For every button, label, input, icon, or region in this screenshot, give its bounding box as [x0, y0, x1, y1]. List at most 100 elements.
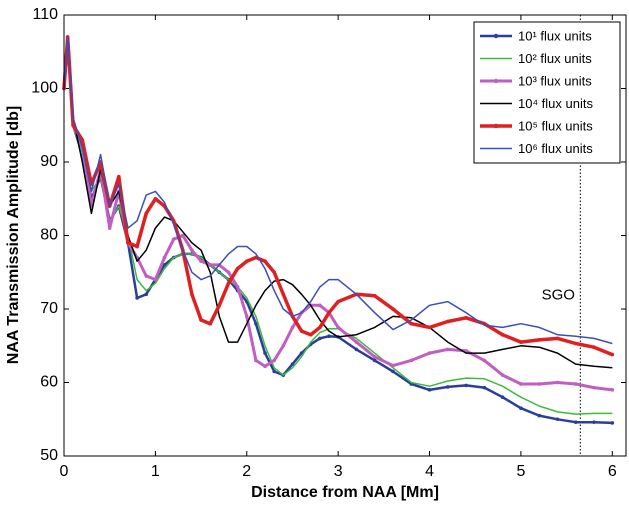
series-marker: [308, 332, 313, 337]
series-marker: [500, 332, 505, 337]
series-marker: [318, 325, 322, 330]
series-marker: [610, 421, 615, 425]
series-marker: [126, 241, 130, 245]
series-marker: [135, 296, 139, 300]
series-marker: [272, 358, 276, 363]
y-tick-label: 90: [40, 153, 58, 170]
series-marker: [427, 325, 432, 330]
series-marker: [199, 318, 203, 322]
series-marker: [217, 303, 222, 308]
series-line: [63, 36, 613, 345]
series-marker: [327, 334, 331, 338]
series-marker: [135, 244, 139, 249]
series-marker: [327, 310, 331, 315]
y-tick-label: 70: [40, 300, 58, 317]
series-marker: [427, 388, 432, 392]
series-marker: [208, 321, 213, 326]
legend-label: 10⁴ flux units: [518, 96, 593, 111]
legend-marker: [493, 33, 499, 39]
y-tick-label: 60: [40, 374, 58, 391]
series-marker: [537, 413, 541, 418]
series-marker: [427, 351, 432, 355]
series-marker: [519, 340, 523, 344]
series-marker: [71, 123, 75, 128]
legend-marker: [493, 123, 499, 129]
series-marker: [117, 174, 121, 179]
series-marker: [446, 385, 450, 389]
y-tick-label: 50: [40, 447, 58, 464]
y-axis-label: NAA Transmission Amplitude [db]: [5, 106, 22, 364]
x-axis-label: Distance from NAA [Mm]: [251, 484, 439, 501]
series-marker: [153, 196, 158, 201]
series-marker: [537, 338, 541, 342]
series-marker: [573, 341, 578, 346]
x-tick-label: 1: [151, 463, 160, 480]
series-marker: [281, 343, 286, 348]
series-marker: [199, 259, 203, 264]
series-marker: [263, 259, 267, 264]
series-marker: [391, 369, 395, 374]
x-tick-label: 4: [425, 463, 434, 480]
legend-label: 10³ flux units: [518, 73, 592, 88]
series-marker: [290, 325, 295, 330]
y-tick-label: 80: [40, 227, 58, 244]
series-marker: [281, 292, 286, 297]
series-marker: [144, 211, 149, 216]
series-marker: [519, 382, 523, 386]
series-marker: [254, 358, 258, 363]
series-marker: [263, 364, 267, 369]
series-marker: [500, 373, 505, 377]
series-marker: [336, 299, 340, 304]
series-marker: [354, 347, 359, 352]
series-marker: [162, 263, 167, 267]
series-marker: [555, 417, 560, 422]
series-marker: [372, 358, 377, 363]
plot-frame: [63, 14, 627, 457]
series-marker: [372, 293, 377, 298]
series-marker: [180, 233, 185, 238]
series-marker: [272, 369, 276, 374]
series-marker: [409, 321, 414, 326]
series-marker: [592, 385, 596, 390]
series-marker: [190, 292, 194, 297]
series-marker: [610, 388, 615, 392]
x-tick-label: 3: [334, 463, 343, 480]
series-marker: [372, 354, 377, 359]
series-marker: [244, 259, 249, 264]
series-marker: [153, 277, 158, 282]
y-tick-label: 110: [32, 6, 58, 23]
series-marker: [391, 363, 395, 368]
series-marker: [391, 307, 395, 311]
series-marker: [482, 358, 487, 363]
series-marker: [336, 325, 340, 330]
series-marker: [318, 336, 322, 341]
series-marker: [573, 382, 578, 386]
series-marker: [318, 303, 322, 308]
series-marker: [144, 274, 149, 278]
series-marker: [254, 321, 258, 326]
series-marker: [409, 358, 414, 363]
series-marker: [235, 266, 240, 271]
legend-label: 10¹ flux units: [518, 28, 592, 43]
x-tick-label: 2: [242, 463, 251, 480]
x-tick-label: 5: [516, 463, 525, 480]
series-marker: [482, 385, 487, 390]
series-marker: [464, 316, 468, 320]
series-marker: [446, 347, 450, 352]
series-marker: [272, 270, 276, 275]
series-marker: [235, 285, 240, 289]
series-marker: [107, 226, 112, 230]
series-marker: [610, 352, 615, 357]
series-marker: [226, 270, 231, 275]
series-marker: [162, 255, 167, 260]
series-marker: [592, 420, 596, 424]
series-marker: [144, 292, 149, 297]
series-marker: [464, 383, 468, 388]
series-marker: [290, 362, 295, 366]
y-tick-label: 100: [31, 80, 58, 97]
series-marker: [519, 406, 523, 411]
series-marker: [354, 340, 359, 344]
series-marker: [555, 336, 560, 341]
legend-label: 10² flux units: [518, 51, 592, 66]
